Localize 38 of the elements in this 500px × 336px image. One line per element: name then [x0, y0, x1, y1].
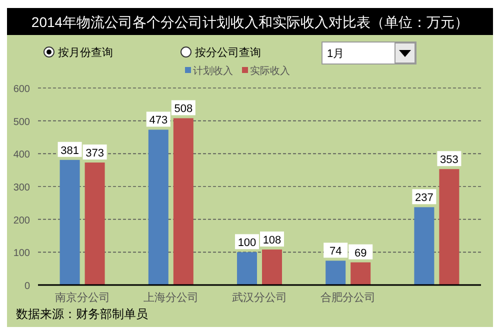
bar — [439, 169, 460, 285]
y-tick-label: 0 — [24, 281, 30, 292]
y-tick-label: 600 — [13, 84, 30, 95]
data-label: 373 — [86, 148, 104, 160]
data-label: 473 — [149, 114, 168, 127]
text: 按月份查询 — [58, 46, 113, 59]
text: 按分公司查询 — [195, 46, 261, 59]
data-label: 508 — [174, 103, 193, 116]
data-label: 381 — [60, 144, 79, 157]
x-tick-label: 武汉分公司 — [232, 291, 287, 304]
data-label: 353 — [440, 154, 458, 166]
bar — [237, 252, 257, 285]
legend-label: 计划收入 — [193, 65, 233, 77]
legend-label: 实际收入 — [250, 65, 290, 77]
y-tick-label: 300 — [13, 182, 30, 194]
y-tick-label: 500 — [13, 116, 30, 128]
data-label: 237 — [415, 192, 434, 204]
data-label: 74 — [329, 246, 342, 258]
bar — [84, 162, 105, 285]
chart-title: 2014年物流公司各个分公司计划收入和实际收入对比表（单位：万元） — [31, 14, 469, 30]
x-tick-label: 上海分公司 — [143, 291, 198, 304]
x-tick-label: 南京分公司 — [54, 291, 110, 304]
y-tick-label: 400 — [13, 150, 30, 161]
source-note: 数据来源：财务部制单员 — [16, 307, 148, 321]
data-label: 69 — [354, 247, 367, 260]
bar — [350, 262, 371, 285]
bar — [262, 250, 282, 285]
bar — [60, 160, 80, 285]
x-tick-label: 合肥分公司 — [320, 291, 376, 304]
text: 1月 — [327, 48, 344, 60]
y-tick-label: 200 — [13, 215, 30, 226]
bar — [326, 260, 346, 285]
bar — [173, 118, 194, 285]
bar — [414, 207, 434, 285]
bar — [148, 130, 168, 285]
y-tick-label: 100 — [13, 248, 30, 260]
data-label: 100 — [238, 237, 256, 250]
data-label: 108 — [262, 234, 282, 247]
